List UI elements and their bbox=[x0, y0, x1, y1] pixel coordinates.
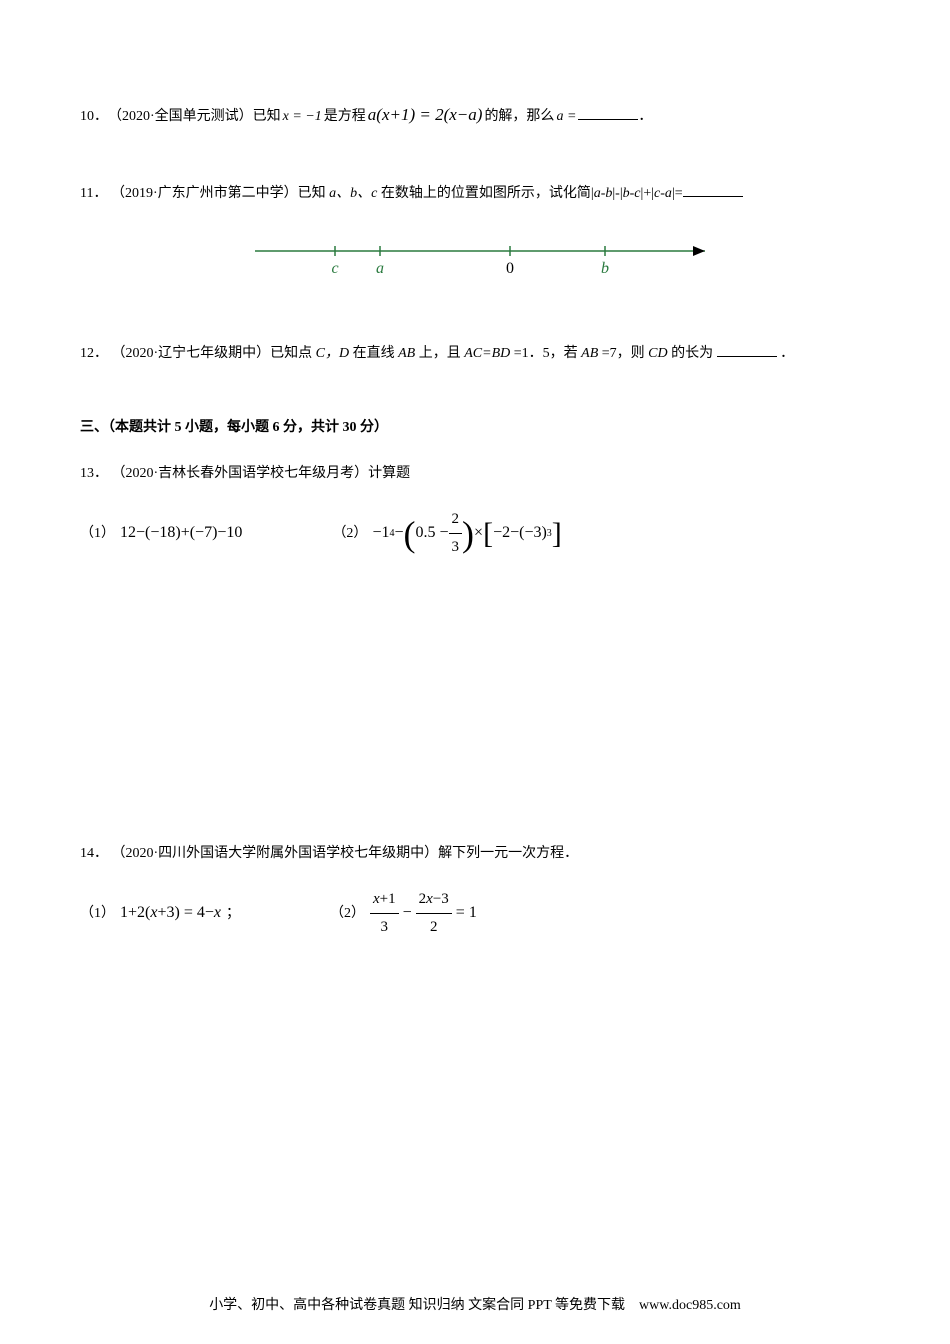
cond: AC=BD bbox=[464, 346, 510, 361]
problem-source: （2020·全国单元测试）已知 bbox=[108, 104, 281, 129]
problem-source: （2020·吉林长春外国语学校七年级月考）计算题 bbox=[112, 466, 411, 481]
inner: 0.5 − bbox=[416, 519, 449, 548]
points: C，D bbox=[316, 346, 349, 361]
text-end: |= bbox=[672, 186, 683, 201]
br-b: (−3) bbox=[519, 519, 547, 548]
sub-problems: （1） 12−(−18)+(−7)−10 （2） −14 − ( 0.5 − 2… bbox=[80, 506, 870, 561]
answer-blank bbox=[578, 106, 638, 120]
expression: x+1 3 − 2x−3 2 = 1 bbox=[370, 886, 477, 941]
expression: 12−(−18)+(−7)−10 bbox=[120, 519, 242, 548]
problem-13: 13． （2020·吉林长春外国语学校七年级月考）计算题 （1） 12−(−18… bbox=[80, 461, 870, 561]
fraction-1: x+1 3 bbox=[370, 886, 399, 941]
val: =1．5，若 bbox=[514, 346, 578, 361]
equation-x: x = −1 bbox=[281, 104, 324, 129]
sub-problem-2: （2） −14 − ( 0.5 − 2 3 ) × [ −2− (−3)3 ] bbox=[332, 506, 561, 561]
text-part: 在数轴上的位置如图所示，试化简| bbox=[381, 186, 594, 201]
numerator: 2 bbox=[449, 506, 463, 534]
text-part: |+| bbox=[641, 186, 655, 201]
minus: − bbox=[394, 519, 403, 548]
expr: c-a bbox=[654, 186, 672, 201]
period: ． bbox=[780, 346, 794, 361]
answer-blank bbox=[717, 343, 777, 357]
problem-source: （2020·四川外国语大学附属外国语学校七年级期中）解下列一元一次方程． bbox=[112, 846, 579, 861]
expr: b-c bbox=[623, 186, 641, 201]
br-a: −2− bbox=[493, 519, 519, 548]
text-part: 的长为 bbox=[671, 346, 713, 361]
sub-label: （2） bbox=[332, 521, 367, 546]
line-ab: AB bbox=[398, 346, 415, 361]
sub-label: （1） bbox=[80, 901, 115, 926]
problem-text: 11． （2019·广东广州市第二中学）已知 a、b、c 在数轴上的位置如图所示… bbox=[80, 181, 870, 206]
problem-header: 14． （2020·四川外国语大学附属外国语学校七年级期中）解下列一元一次方程． bbox=[80, 841, 870, 866]
problem-source: （2020·辽宁七年级期中）已知点 bbox=[112, 346, 313, 361]
fraction: 2 3 bbox=[449, 506, 463, 561]
problem-header: 13． （2020·吉林长春外国语学校七年级月考）计算题 bbox=[80, 461, 870, 486]
seg: CD bbox=[648, 346, 667, 361]
problem-number: 10． bbox=[80, 104, 108, 129]
denominator: 3 bbox=[449, 534, 463, 561]
sub-problem-1: （1） 12−(−18)+(−7)−10 bbox=[80, 519, 242, 548]
number-line-diagram: c a 0 b bbox=[235, 231, 715, 281]
equation-main: a(x+1) = 2(x−a) bbox=[366, 100, 485, 131]
svg-text:c: c bbox=[331, 260, 338, 277]
problem-number: 11． bbox=[80, 186, 107, 201]
text-part: 在直线 bbox=[353, 346, 395, 361]
sub-problem-1: （1） 1+2(x+3) = 4−x ； bbox=[80, 899, 240, 928]
problem-number: 13． bbox=[80, 466, 108, 481]
equals: = 1 bbox=[452, 899, 477, 928]
var-a: a = bbox=[554, 104, 578, 129]
text-part: |-| bbox=[612, 186, 622, 201]
problem-10: 10． （2020·全国单元测试）已知 x = −1 是方程 a(x+1) = … bbox=[80, 100, 870, 131]
times: × bbox=[474, 519, 483, 548]
vars: a、b、c bbox=[329, 186, 377, 201]
problem-number: 14． bbox=[80, 846, 108, 861]
denominator: 3 bbox=[370, 914, 399, 941]
expression: −14 − ( 0.5 − 2 3 ) × [ −2− (−3)3 ] bbox=[372, 506, 561, 561]
problem-14: 14． （2020·四川外国语大学附属外国语学校七年级期中）解下列一元一次方程．… bbox=[80, 841, 870, 941]
problem-11: 11． （2019·广东广州市第二中学）已知 a、b、c 在数轴上的位置如图所示… bbox=[80, 181, 870, 281]
val: =7，则 bbox=[602, 346, 645, 361]
numerator: 2x−3 bbox=[416, 886, 452, 914]
text-part: 的解，那么 bbox=[484, 104, 554, 129]
svg-text:b: b bbox=[601, 260, 609, 277]
expr: a-b bbox=[594, 186, 613, 201]
svg-text:a: a bbox=[376, 260, 384, 277]
text-part: 上，且 bbox=[419, 346, 461, 361]
sub-problem-2: （2） x+1 3 − 2x−3 2 = 1 bbox=[330, 886, 477, 941]
text-part: 是方程 bbox=[324, 104, 366, 129]
problem-number: 12． bbox=[80, 346, 108, 361]
page-footer: 小学、初中、高中各种试卷真题 知识归纳 文案合同 PPT 等免费下载 www.d… bbox=[0, 1294, 950, 1314]
minus: − bbox=[399, 899, 416, 928]
answer-blank bbox=[683, 183, 743, 197]
problem-12: 12． （2020·辽宁七年级期中）已知点 C，D 在直线 AB 上，且 AC=… bbox=[80, 341, 870, 366]
semicolon: ； bbox=[226, 901, 240, 926]
svg-text:0: 0 bbox=[506, 260, 514, 277]
cond: AB bbox=[581, 346, 598, 361]
lead: −1 bbox=[372, 519, 389, 548]
problem-source: （2019·广东广州市第二中学）已知 bbox=[111, 186, 326, 201]
fraction-2: 2x−3 2 bbox=[416, 886, 452, 941]
expression: 1+2(x+3) = 4−x bbox=[120, 899, 221, 928]
numerator: x+1 bbox=[370, 886, 399, 914]
sub-problems: （1） 1+2(x+3) = 4−x ； （2） x+1 3 − 2x−3 2 … bbox=[80, 886, 870, 941]
denominator: 2 bbox=[416, 914, 452, 941]
period: ． bbox=[638, 104, 652, 129]
sub-label: （2） bbox=[330, 901, 365, 926]
sub-label: （1） bbox=[80, 521, 115, 546]
section-3-title: 三、（本题共计 5 小题，每小题 6 分，共计 30 分） bbox=[80, 416, 870, 436]
